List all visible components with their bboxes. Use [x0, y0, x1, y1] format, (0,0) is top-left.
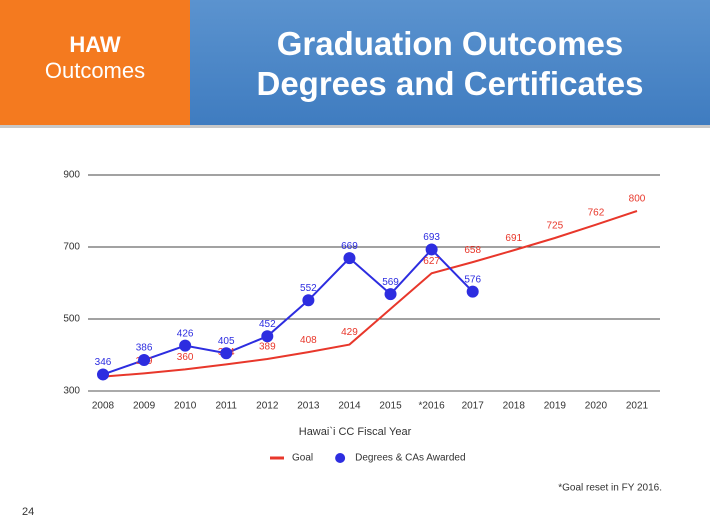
data-label: 658 [464, 245, 481, 256]
footnote: *Goal reset in FY 2016. [558, 483, 662, 494]
data-label: 408 [300, 335, 317, 346]
data-label: 389 [259, 342, 276, 353]
tag-line: HAW [69, 32, 121, 57]
page-number: 24 [22, 506, 34, 518]
title-bar: Graduation Outcomes Degrees and Certific… [190, 0, 710, 125]
series-line [102, 210, 638, 378]
x-tick-label: 2018 [503, 401, 526, 412]
x-tick-label: 2010 [174, 401, 197, 412]
series-line [102, 248, 474, 376]
data-label: 725 [547, 221, 564, 232]
data-label: 762 [588, 207, 605, 218]
data-label: 429 [341, 327, 358, 338]
data-label: 576 [464, 274, 481, 285]
data-label: 346 [95, 357, 112, 368]
y-tick-label: 300 [63, 386, 80, 397]
data-label: 693 [423, 232, 440, 243]
x-tick-label: 2015 [379, 401, 402, 412]
legend-swatch [335, 453, 346, 463]
x-tick-label: *2016 [419, 401, 446, 412]
data-label: 669 [341, 241, 358, 252]
y-tick-label: 500 [63, 314, 80, 325]
data-label: 691 [505, 233, 522, 244]
point [343, 252, 356, 265]
point [302, 294, 315, 307]
data-label: 800 [629, 194, 646, 205]
x-tick-label: 2014 [338, 401, 361, 412]
point [97, 368, 109, 381]
x-tick-label: 2019 [544, 401, 567, 412]
x-tick-label: 2008 [92, 401, 115, 412]
x-tick-label: 2021 [626, 401, 649, 412]
x-tick-label: 2017 [462, 401, 485, 412]
x-tick-label: 2009 [133, 401, 156, 412]
title-line: Degrees and Certificates [256, 65, 644, 102]
data-label: 627 [423, 256, 440, 267]
y-tick-label: 900 [63, 170, 80, 181]
x-axis-title: Hawai`i CC Fiscal Year [299, 426, 412, 438]
point [425, 243, 438, 256]
point [220, 347, 233, 360]
divider [0, 125, 710, 128]
x-tick-label: 2011 [215, 401, 237, 412]
point [466, 285, 479, 298]
y-tick-label: 700 [63, 242, 80, 253]
section-tag: HAW Outcomes [0, 0, 190, 125]
title-line: Graduation Outcomes [276, 25, 624, 62]
legend-label: Degrees & CAs Awarded [355, 453, 465, 464]
x-tick-label: 2013 [297, 401, 320, 412]
data-label: 360 [177, 352, 194, 363]
point [261, 330, 274, 343]
data-label: 452 [259, 319, 276, 330]
data-label: 569 [382, 277, 399, 288]
data-label: 386 [136, 343, 153, 354]
tag-line: Outcomes [44, 58, 146, 83]
legend-label: Goal [292, 453, 313, 464]
data-label: 405 [218, 336, 235, 347]
point [384, 288, 397, 301]
x-tick-label: 2012 [256, 401, 279, 412]
data-label: 426 [177, 328, 194, 339]
data-label: 552 [300, 283, 317, 294]
point [179, 339, 192, 352]
x-tick-label: 2020 [585, 401, 608, 412]
point [138, 354, 151, 367]
